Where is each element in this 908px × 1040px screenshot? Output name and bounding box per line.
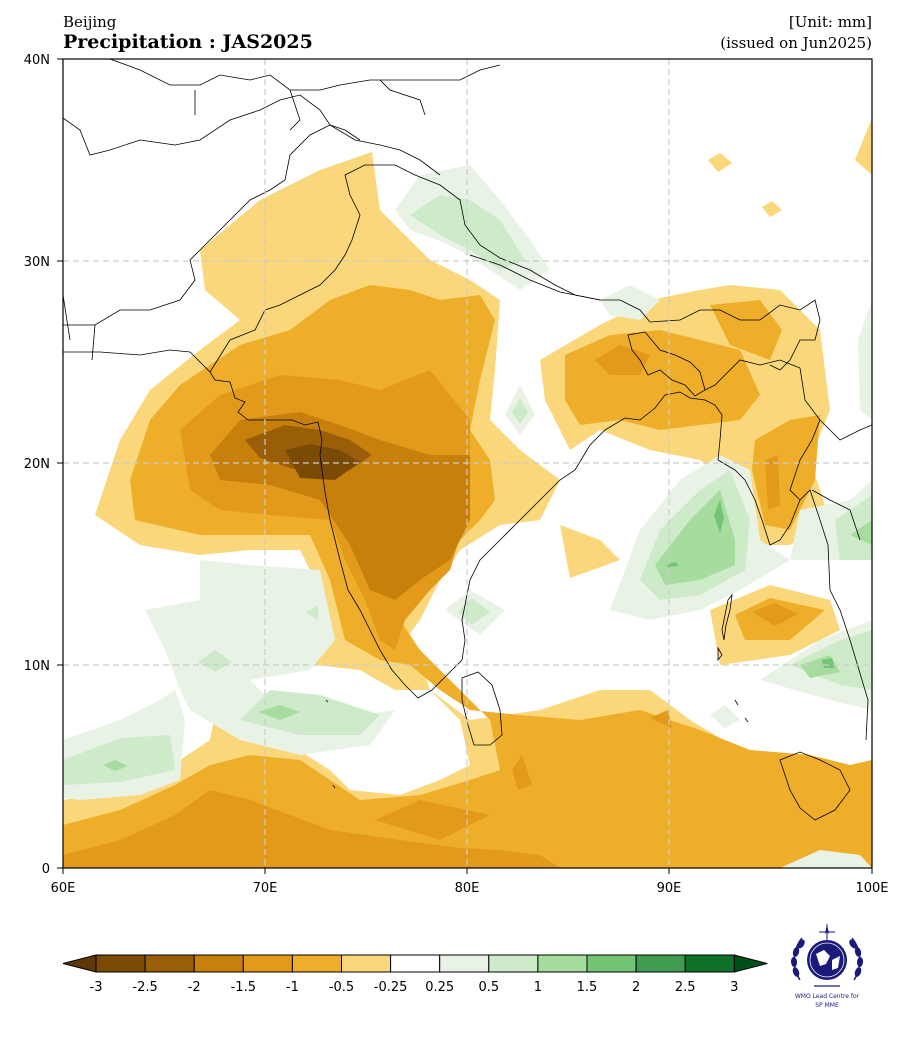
colorbar-tick-label: 1 bbox=[534, 980, 542, 995]
gridlines bbox=[63, 59, 872, 868]
contour-wet-05-west bbox=[63, 735, 175, 785]
contour-wet-05-kerala bbox=[512, 398, 528, 424]
logo-caption-line1: WMO Lead Centre for bbox=[794, 993, 860, 1000]
contour-wet-light-arabian bbox=[145, 560, 395, 755]
contour-dry-1-5-andaman bbox=[752, 603, 798, 626]
colorbar-tick-label: -3 bbox=[90, 980, 103, 995]
source-label: Beijing bbox=[63, 13, 117, 31]
lon-tick-labels: 60E 70E 80E 90E 100E bbox=[51, 881, 889, 896]
contour-dry-3 bbox=[285, 444, 360, 480]
colorbar-tick-label: 0.25 bbox=[425, 980, 454, 995]
unit-label: [Unit: mm] bbox=[788, 13, 872, 31]
colorbar-swatch bbox=[95, 954, 146, 973]
colorbar-tick-label: 1.5 bbox=[577, 980, 598, 995]
coastlines bbox=[63, 59, 872, 821]
colorbar-swatch bbox=[488, 954, 539, 973]
contour-wet-05-ceylon bbox=[458, 598, 490, 625]
contour-dry-light-ne bbox=[855, 118, 872, 175]
lat-tick-label: 20N bbox=[24, 457, 50, 472]
contour-wet-05-arabian3 bbox=[305, 606, 318, 620]
lat-tick-label: 0 bbox=[42, 862, 50, 877]
maldives bbox=[325, 699, 336, 789]
colorbar-swatch bbox=[586, 954, 637, 973]
myanmar-border bbox=[704, 359, 821, 501]
andaman-islands bbox=[717, 593, 733, 662]
axis-ticks bbox=[57, 58, 873, 874]
colorbar-tick-label: -1 bbox=[286, 980, 299, 995]
india-coastline bbox=[63, 349, 869, 741]
contour-dry-1-5-sw bbox=[175, 790, 250, 868]
colorbar-swatch bbox=[390, 954, 441, 973]
colorbar: -3 -2.5 -2 -1.5 -1 -0.5 -0.25 0.25 0.5 1 1.5 2 2.5 3 bbox=[62, 954, 768, 995]
contour-wet-05-arabian bbox=[240, 690, 380, 735]
lon-tick-label: 70E bbox=[253, 881, 278, 896]
contour-wet-light-east-edge bbox=[858, 300, 872, 420]
colorbar-swatch bbox=[193, 954, 244, 973]
colorbar-tick-label: 3 bbox=[730, 980, 738, 995]
contour-wet-light-south bbox=[780, 850, 872, 868]
colorbar-tick-label: -2 bbox=[188, 980, 201, 995]
issued-label: (issued on Jun2025) bbox=[720, 34, 872, 52]
lon-tick-label: 100E bbox=[855, 881, 888, 896]
contour-wet-05-east bbox=[835, 495, 872, 560]
logo-caption-line2: SP MME bbox=[815, 1002, 839, 1009]
contour-dry-light-tibet1 bbox=[708, 153, 732, 172]
nicobar-islands bbox=[734, 699, 749, 723]
colorbar-swatch bbox=[242, 954, 293, 973]
contour-dry-light-tibet2 bbox=[762, 201, 782, 217]
contour-wet-1-west bbox=[103, 760, 128, 771]
contour-wet-05-arabian2 bbox=[198, 650, 232, 672]
wmo-logo bbox=[790, 924, 864, 987]
malaya-coastline bbox=[779, 751, 851, 821]
colorbar-tick-label: -2.5 bbox=[132, 980, 157, 995]
lon-tick-label: 80E bbox=[455, 881, 480, 896]
srilanka-coastline bbox=[461, 671, 503, 746]
contour-wet-1-east bbox=[850, 520, 872, 545]
colorbar-tick-label: 0.5 bbox=[478, 980, 499, 995]
bangladesh-border bbox=[627, 331, 706, 397]
contour-wet-15-bay2 bbox=[667, 562, 678, 567]
lat-tick-label: 30N bbox=[24, 255, 50, 270]
contour-wet-15-bay bbox=[714, 500, 724, 533]
contour-dry-1-5-sea2 bbox=[512, 755, 532, 790]
colorbar-tick-label: -0.5 bbox=[329, 980, 354, 995]
colorbar-extend-high bbox=[733, 954, 768, 973]
colorbar-swatch bbox=[684, 954, 735, 973]
contour-wet-1-arabian bbox=[258, 705, 300, 720]
colorbar-tick-label: 2.5 bbox=[675, 980, 696, 995]
colorbar-swatch bbox=[537, 954, 588, 973]
colorbar-swatch bbox=[439, 954, 490, 973]
ladakh-border bbox=[329, 124, 441, 176]
colorbar-swatch bbox=[341, 954, 392, 973]
contour-wet-light-sea bbox=[710, 705, 740, 728]
contour-dry-1-5-east bbox=[595, 345, 650, 375]
contour-dry-1-5-sea3 bbox=[375, 800, 490, 840]
colorbar-swatch bbox=[635, 954, 686, 973]
contour-dry-1-5-sea1 bbox=[650, 710, 672, 728]
nepal-border bbox=[469, 254, 601, 301]
lat-tick-labels: 0 10N 20N 30N 40N bbox=[24, 53, 50, 877]
lat-tick-label: 10N bbox=[24, 659, 50, 674]
map-title: Precipitation : JAS2025 bbox=[63, 31, 313, 53]
lon-tick-label: 60E bbox=[51, 881, 76, 896]
lon-tick-label: 90E bbox=[657, 881, 682, 896]
contour-dry-light-bay bbox=[560, 525, 620, 578]
lat-tick-label: 40N bbox=[24, 53, 50, 68]
colorbar-tick-label: 2 bbox=[632, 980, 640, 995]
colorbar-swatch bbox=[291, 954, 342, 973]
central-asia-border bbox=[109, 59, 501, 141]
colorbar-tick-label: -1.5 bbox=[231, 980, 256, 995]
contour-wet-light-tibet bbox=[600, 285, 660, 320]
iran-border bbox=[63, 294, 96, 361]
contour-dry-1-assam bbox=[710, 300, 782, 360]
colorbar-tick-label: -0.25 bbox=[374, 980, 408, 995]
thailand-border bbox=[811, 419, 872, 541]
afghan-border bbox=[63, 94, 331, 326]
pakistan-border bbox=[209, 164, 821, 373]
contour-dry-1-5-myanmar bbox=[765, 455, 780, 510]
colorbar-swatch bbox=[144, 954, 195, 973]
colorbar-extend-low bbox=[62, 954, 97, 973]
